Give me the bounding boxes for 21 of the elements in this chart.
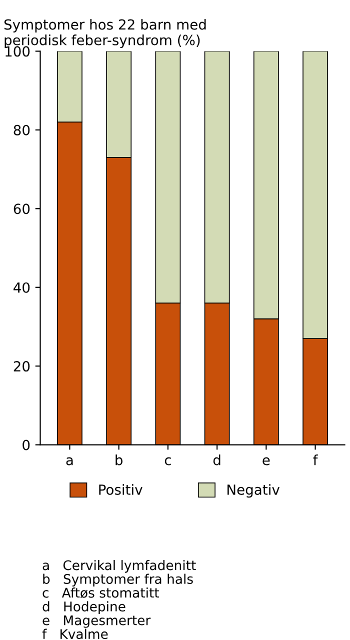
text: f Kvalme: [42, 628, 108, 640]
legend-label: Negativ: [228, 484, 280, 498]
legend-label: Positiv: [99, 484, 142, 495]
y-tick-label: 40: [14, 282, 30, 293]
x-tick-label: d: [213, 454, 220, 466]
text: b Symptomer fra hals: [43, 574, 193, 587]
y-tick-label: 80: [14, 124, 30, 136]
x-tick-label: a: [66, 457, 73, 466]
x-tick-label: e: [262, 457, 270, 466]
y-tick-label: 100: [6, 46, 30, 57]
x-tick-label: f: [313, 454, 318, 466]
y-tick-label: 20: [14, 361, 30, 372]
y-tick-label: 60: [14, 204, 30, 214]
y-tick-label: 0: [22, 440, 30, 450]
text: c Aftøs stomatitt: [42, 588, 160, 598]
chart-title: Symptomer hos 22 barn med periodisk feber-syndrom (%): [4, 19, 206, 48]
x-tick-label: b: [116, 454, 122, 466]
text: e Magesmerter: [42, 615, 151, 628]
text: d Hodepine: [42, 601, 126, 614]
x-tick-label: c: [164, 457, 171, 466]
text: a Cervikal lymfadenitt: [42, 560, 196, 573]
